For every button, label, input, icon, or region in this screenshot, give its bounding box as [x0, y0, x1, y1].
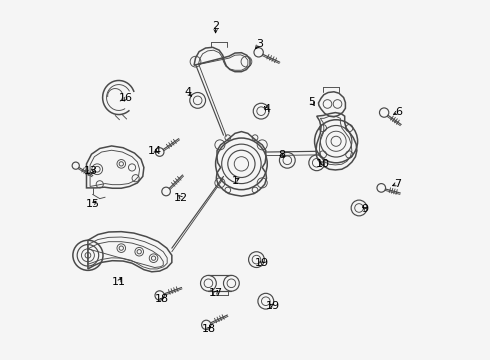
Text: 1: 1 — [231, 176, 239, 186]
Text: 18: 18 — [201, 324, 216, 334]
Text: 17: 17 — [209, 288, 222, 298]
Text: 10: 10 — [316, 159, 330, 169]
Text: 8: 8 — [278, 150, 285, 160]
Text: 16: 16 — [119, 93, 133, 103]
Text: 3: 3 — [256, 39, 263, 49]
Text: 7: 7 — [394, 179, 401, 189]
Text: 15: 15 — [86, 199, 99, 210]
Text: 4: 4 — [263, 104, 270, 114]
Text: 12: 12 — [174, 193, 188, 203]
Text: 9: 9 — [362, 204, 368, 214]
Text: 13: 13 — [84, 166, 98, 176]
Text: 2: 2 — [212, 21, 219, 31]
Text: 6: 6 — [395, 107, 402, 117]
Text: 18: 18 — [155, 294, 169, 304]
Text: 4: 4 — [184, 87, 191, 97]
Text: 14: 14 — [147, 145, 162, 156]
Text: 19: 19 — [266, 301, 280, 311]
Text: 19: 19 — [255, 258, 270, 268]
Text: 5: 5 — [308, 97, 315, 107]
Text: 11: 11 — [112, 277, 126, 287]
